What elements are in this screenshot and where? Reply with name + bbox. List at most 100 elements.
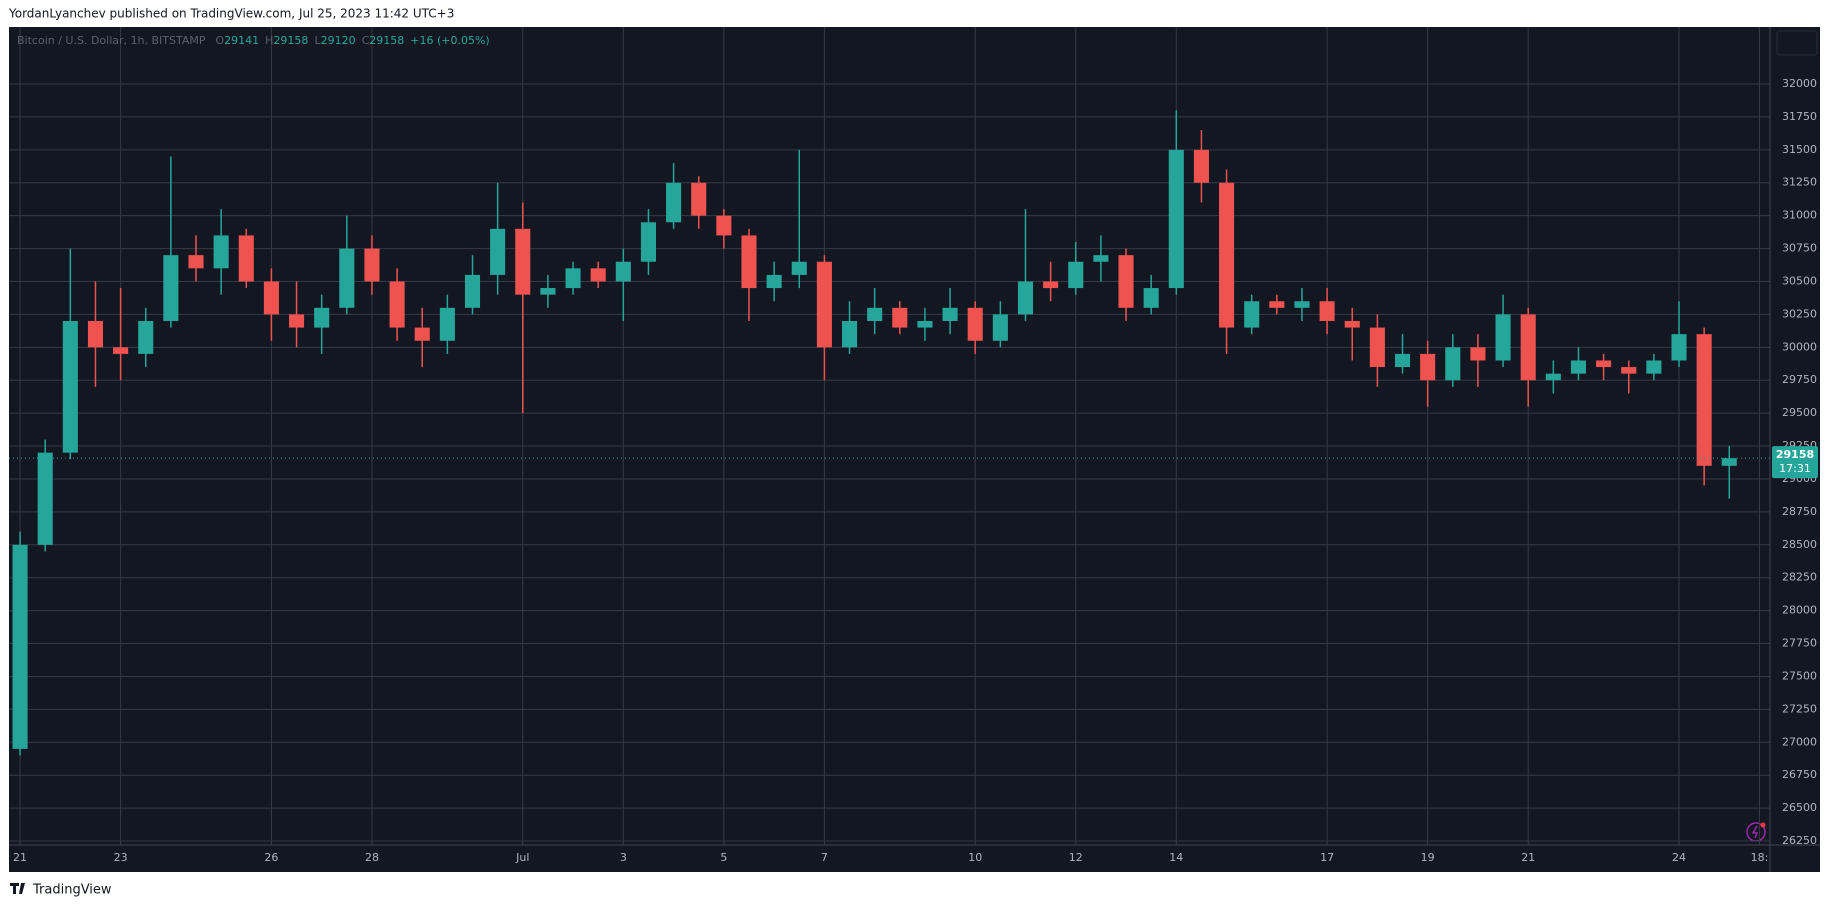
candle-body — [816, 261, 832, 348]
candle-body — [1068, 261, 1084, 289]
y-tick-label: 30500 — [1782, 274, 1817, 287]
y-tick-label: 32000 — [1782, 77, 1817, 90]
y-tick-label: 27000 — [1782, 735, 1817, 748]
y-tick-label: 27500 — [1782, 669, 1817, 682]
candle-body — [1244, 301, 1260, 328]
legend: Bitcoin / U.S. Dollar, 1h, BITSTAMP O2914… — [17, 34, 490, 47]
chart-panel — [9, 27, 1820, 872]
candle-body — [615, 261, 631, 282]
x-tick-label: 5 — [720, 851, 727, 864]
candle-body — [841, 320, 858, 348]
candle-body — [1193, 149, 1209, 183]
x-tick-label: 3 — [620, 851, 627, 864]
candle-body — [1118, 255, 1134, 308]
candle-body — [766, 274, 782, 289]
y-tick-label: 28750 — [1782, 505, 1817, 518]
candle-body — [289, 314, 305, 328]
x-tick-label: 26 — [264, 851, 278, 864]
scale-button[interactable] — [1776, 30, 1818, 56]
x-tick-label: 18: — [1751, 851, 1769, 864]
x-tick-label: 21 — [13, 851, 27, 864]
candle-body — [1017, 281, 1034, 315]
candle-body — [1344, 320, 1360, 328]
legend-change: +16 (+0.05%) — [410, 34, 489, 47]
candle-body — [314, 307, 330, 328]
y-tick-label: 31000 — [1782, 209, 1817, 222]
candle-body — [1671, 334, 1687, 361]
candle-body — [1545, 373, 1561, 381]
candle-body — [1520, 314, 1536, 381]
y-tick-label: 27250 — [1782, 702, 1817, 715]
x-tick-label: Jul — [515, 851, 529, 864]
candle-body — [1394, 353, 1411, 368]
candle-body — [867, 307, 883, 321]
candle-body — [263, 281, 279, 315]
candle-body — [87, 320, 104, 348]
legend-key: H — [265, 34, 273, 47]
candle-body — [364, 248, 380, 282]
candle-body — [439, 307, 455, 341]
candle-body — [1721, 458, 1737, 466]
candle-body — [1143, 288, 1159, 308]
candle-body — [1093, 255, 1109, 262]
x-tick-label: 21 — [1521, 851, 1535, 864]
candle-body — [1646, 360, 1662, 374]
y-tick-label: 30000 — [1782, 340, 1817, 353]
candle-body — [1319, 301, 1335, 321]
candle-body — [188, 255, 204, 269]
legend-value: 29158 — [273, 34, 308, 47]
y-tick-label: 29750 — [1782, 373, 1817, 386]
candle-body — [1369, 327, 1385, 368]
y-tick-label: 29500 — [1782, 406, 1817, 419]
candle-body — [716, 215, 732, 236]
candle-body — [113, 347, 129, 354]
alert-dot — [1760, 822, 1766, 828]
candle-body — [515, 228, 531, 295]
candle-body — [691, 182, 707, 216]
candle-body — [238, 235, 254, 282]
candle-body — [1219, 182, 1235, 328]
y-tick-label: 31750 — [1782, 110, 1817, 123]
candle-body — [791, 261, 807, 275]
x-tick-label: 19 — [1421, 851, 1435, 864]
last-price-box — [1772, 446, 1818, 479]
x-tick-label: 14 — [1169, 851, 1183, 864]
candle-body — [1445, 347, 1461, 381]
legend-value: 29141 — [224, 34, 259, 47]
countdown-label: 17:31 — [1779, 462, 1811, 475]
candle-body — [464, 274, 481, 308]
x-tick-label: 10 — [968, 851, 982, 864]
candle-body — [339, 248, 355, 308]
candle-body — [666, 182, 682, 223]
candle-body — [213, 235, 229, 269]
candle-body — [565, 268, 581, 289]
candle-body — [1621, 367, 1637, 374]
candle-body — [590, 268, 606, 282]
candle-body — [1596, 360, 1612, 368]
y-tick-label: 30250 — [1782, 307, 1817, 320]
candle-body — [1168, 149, 1184, 289]
x-tick-label: 12 — [1069, 851, 1083, 864]
candle-body — [540, 288, 556, 295]
candle-body — [640, 222, 656, 262]
last-price-label: 29158 — [1776, 448, 1814, 461]
y-tick-label: 26250 — [1782, 834, 1817, 847]
y-tick-label: 27750 — [1782, 637, 1817, 650]
brand-logo — [10, 883, 25, 894]
legend-key: O — [215, 34, 224, 47]
candle-body — [967, 307, 983, 341]
candle-body — [942, 307, 958, 321]
x-tick-label: 24 — [1672, 851, 1686, 864]
x-tick-label: 7 — [821, 851, 828, 864]
candle-body — [1420, 353, 1436, 381]
candle-body — [163, 255, 179, 321]
y-tick-label: 31250 — [1782, 176, 1817, 189]
legend-key: C — [362, 34, 370, 47]
y-tick-label: 30750 — [1782, 242, 1817, 255]
alert-bolt — [1751, 825, 1759, 839]
candle-body — [917, 320, 933, 328]
y-tick-label: 28500 — [1782, 538, 1817, 551]
candle-body — [1294, 301, 1310, 308]
